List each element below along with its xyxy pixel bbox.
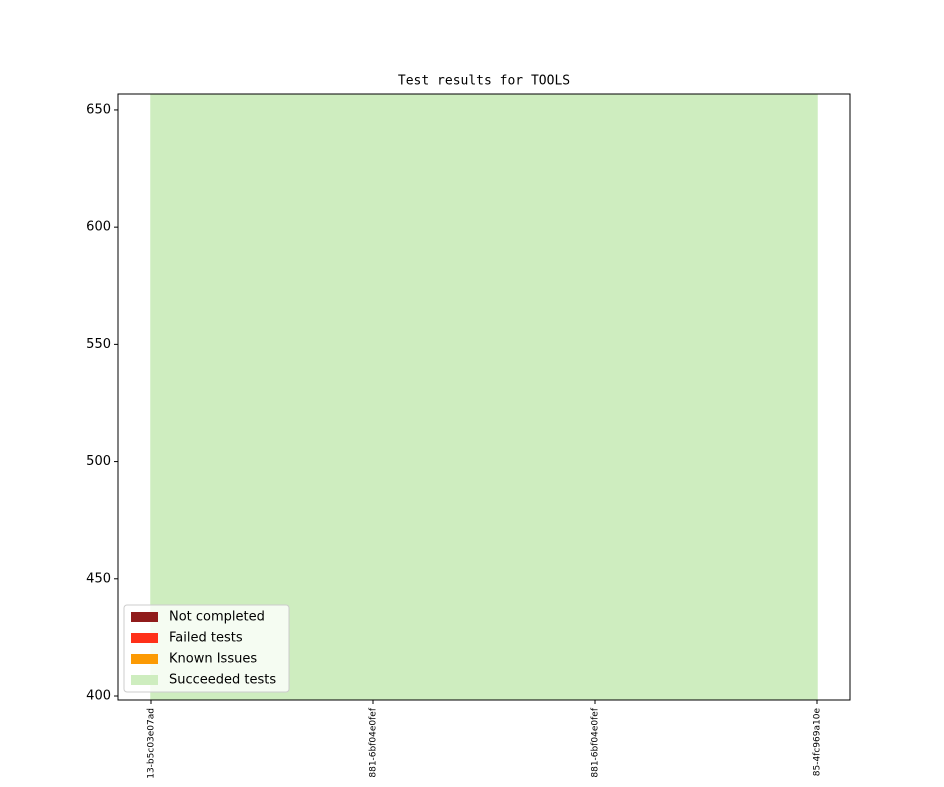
- y-tick-label: 650: [86, 102, 111, 117]
- axes-frame: [117, 93, 851, 701]
- legend-swatch: [131, 654, 158, 664]
- x-tick-label: 85-4fc969a10e: [813, 708, 823, 777]
- legend-swatch: [131, 612, 158, 622]
- y-tick-label: 400: [86, 689, 111, 704]
- legend-swatch: [131, 675, 158, 685]
- chart-title: Test results for TOOLS: [398, 74, 570, 89]
- x-tick-label: 881-6bf04e0fef: [369, 707, 379, 777]
- plot-area: [150, 94, 818, 700]
- x-tick-label: 881-6bf04e0fef: [591, 707, 601, 777]
- legend: Not completed Failed tests Known Issues Suc…: [123, 604, 290, 693]
- legend-label: Failed tests: [169, 631, 243, 646]
- legend-label: Not completed: [169, 610, 265, 625]
- y-tick-label: 450: [86, 571, 111, 586]
- y-tick-label: 550: [86, 337, 111, 352]
- legend-box: [123, 604, 290, 693]
- legend-label: Succeeded tests: [169, 673, 276, 688]
- x-tick-label: 13-b5c03e07ad: [147, 708, 157, 779]
- area: [150, 94, 818, 700]
- legend-swatch: [131, 633, 158, 643]
- y-tick-label: 500: [86, 454, 111, 469]
- y-tick-label: 600: [86, 220, 111, 235]
- legend-label: Known Issues: [169, 652, 257, 667]
